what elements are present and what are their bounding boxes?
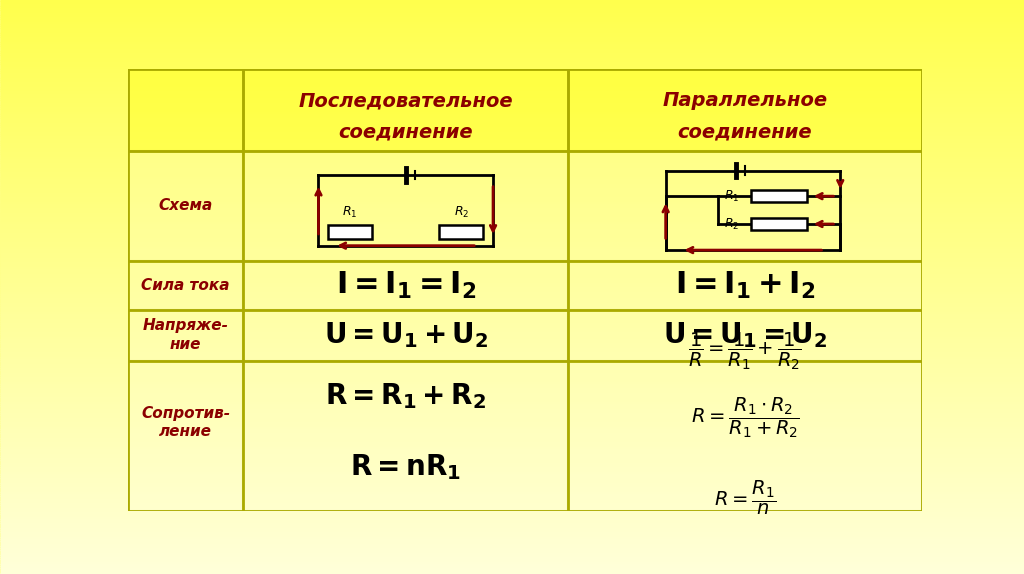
Text: Последовательное: Последовательное [298,91,513,110]
Bar [752,218,807,230]
Bar [128,69,243,150]
Bar [128,360,243,511]
Bar [243,310,568,360]
Text: соединение: соединение [678,122,812,141]
Text: $R = \dfrac{R_1}{n}$: $R = \dfrac{R_1}{n}$ [714,478,776,517]
Text: $R = \dfrac{R_1 \cdot R_2}{R_1 + R_2}$: $R = \dfrac{R_1 \cdot R_2}{R_1 + R_2}$ [690,395,800,440]
Text: $\mathbf{I = I_1 + I_2}$: $\mathbf{I = I_1 + I_2}$ [675,270,815,301]
Bar [243,69,568,150]
Text: $\mathbf{I = I_1 = I_2}$: $\mathbf{I = I_1 = I_2}$ [336,270,476,301]
Bar [568,360,922,511]
Bar [568,150,922,261]
Bar [752,190,807,203]
Text: $R_2$: $R_2$ [724,216,739,231]
Text: $\mathbf{U = U_1 + U_2}$: $\mathbf{U = U_1 + U_2}$ [324,320,488,350]
Bar [128,261,243,310]
Text: Сила тока: Сила тока [141,278,229,293]
Bar [243,360,568,511]
Text: $\mathbf{R = R_1 + R_2}$: $\mathbf{R = R_1 + R_2}$ [326,381,486,411]
Text: Напряже-
ние: Напряже- ние [142,319,228,352]
Text: Сопротив-
ление: Сопротив- ление [141,406,230,439]
Bar [128,310,243,360]
Bar [568,261,922,310]
Text: $R_1$: $R_1$ [724,189,739,204]
Text: $\mathbf{U = U_1 = U_2}$: $\mathbf{U = U_1 = U_2}$ [663,320,827,350]
Text: Параллельное: Параллельное [663,91,827,110]
Text: $R_1$: $R_1$ [342,205,358,220]
Bar [439,225,483,239]
Bar [128,150,243,261]
Text: $R_2$: $R_2$ [454,205,469,220]
Text: соединение: соединение [339,122,473,141]
Bar [243,150,568,261]
Bar [568,69,922,150]
Bar [243,261,568,310]
Text: $\mathbf{R = nR_1}$: $\mathbf{R = nR_1}$ [350,452,461,482]
Bar [329,225,372,239]
Text: Схема: Схема [159,199,213,214]
Bar [568,310,922,360]
Text: $\dfrac{1}{R} = \dfrac{1}{R_1} + \dfrac{1}{R_2}$: $\dfrac{1}{R} = \dfrac{1}{R_1} + \dfrac{… [688,331,802,373]
